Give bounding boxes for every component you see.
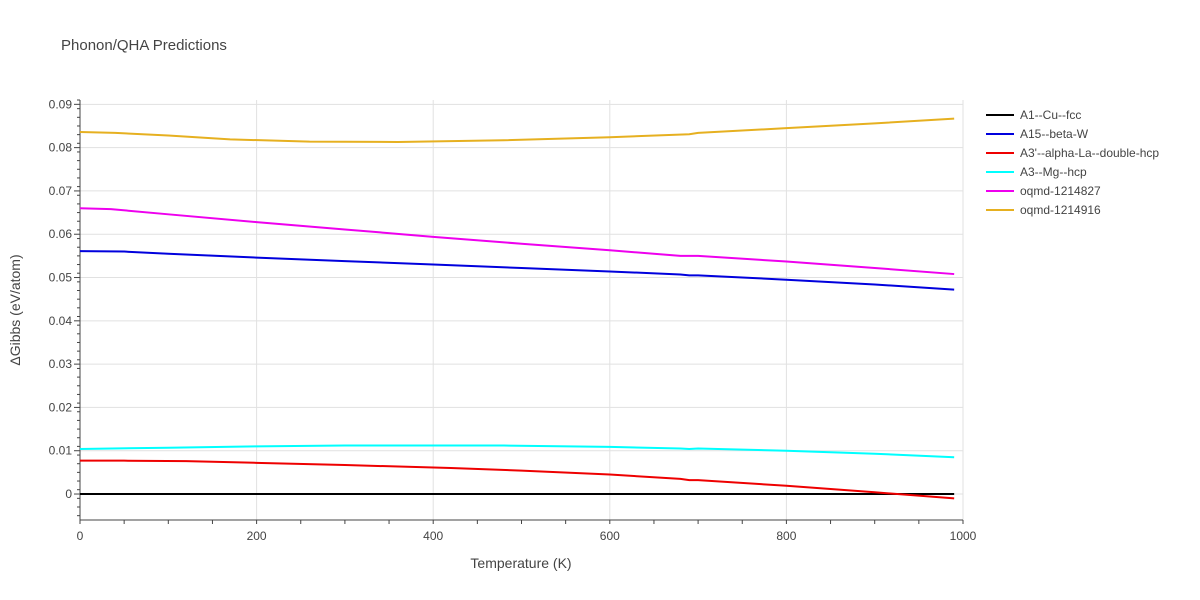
legend[interactable]: A1--Cu--fcc A15--beta-W A3'--alpha-La--dou… [986, 108, 1159, 217]
legend-item[interactable]: A3'--alpha-La--double-hcp [986, 146, 1159, 160]
legend-item[interactable]: A15--beta-W [986, 127, 1089, 141]
grid-layer [80, 100, 964, 520]
legend-label: oqmd-1214916 [1020, 203, 1101, 217]
y-tick-label: 0.02 [49, 400, 73, 414]
series-line-oqmd-1214916 [79, 117, 955, 144]
series-line-A3'--alpha-La--double-hcp [80, 459, 955, 500]
legend-item[interactable]: A3--Mg--hcp [986, 165, 1087, 179]
axis-layer: 0 200 400 600 800 1000 0 0.01 0.02 0.03 0.04 0.05 0.… [49, 97, 977, 543]
legend-label: A3'--alpha-La--double-hcp [1020, 146, 1159, 160]
legend-label: oqmd-1214827 [1020, 184, 1101, 198]
y-tick-label: 0.07 [49, 184, 73, 198]
x-tick-label: 800 [776, 529, 796, 543]
plot-area [79, 117, 955, 500]
x-tick-label: 1000 [950, 529, 977, 543]
legend-label: A1--Cu--fcc [1020, 108, 1081, 122]
chart-title: Phonon/QHA Predictions [61, 37, 227, 54]
legend-item[interactable]: A1--Cu--fcc [986, 108, 1081, 122]
y-tick-label: 0.03 [49, 357, 73, 371]
series-line-A15--beta-W [79, 250, 955, 291]
y-tick-label: 0.04 [49, 314, 73, 328]
legend-item[interactable]: oqmd-1214827 [986, 184, 1101, 198]
x-tick-label: 200 [247, 529, 267, 543]
y-axis-title: ΔGibbs (eV/atom) [7, 254, 23, 365]
x-axis-title: Temperature (K) [470, 555, 571, 571]
y-tick-label: 0.08 [49, 141, 73, 155]
series-line-A3--Mg--hcp [79, 444, 955, 459]
legend-label: A15--beta-W [1020, 127, 1089, 141]
y-tick-label: 0.06 [49, 227, 73, 241]
y-tick-label: 0.09 [49, 97, 73, 111]
y-tick-label: 0.01 [49, 444, 73, 458]
y-tick-label: 0 [65, 487, 72, 501]
y-tick-label: 0.05 [49, 271, 73, 285]
series-line-oqmd-1214827 [79, 207, 955, 276]
legend-label: A3--Mg--hcp [1020, 165, 1087, 179]
legend-item[interactable]: oqmd-1214916 [986, 203, 1101, 217]
x-tick-label: 600 [600, 529, 620, 543]
x-tick-label: 0 [77, 529, 84, 543]
x-tick-label: 400 [423, 529, 443, 543]
